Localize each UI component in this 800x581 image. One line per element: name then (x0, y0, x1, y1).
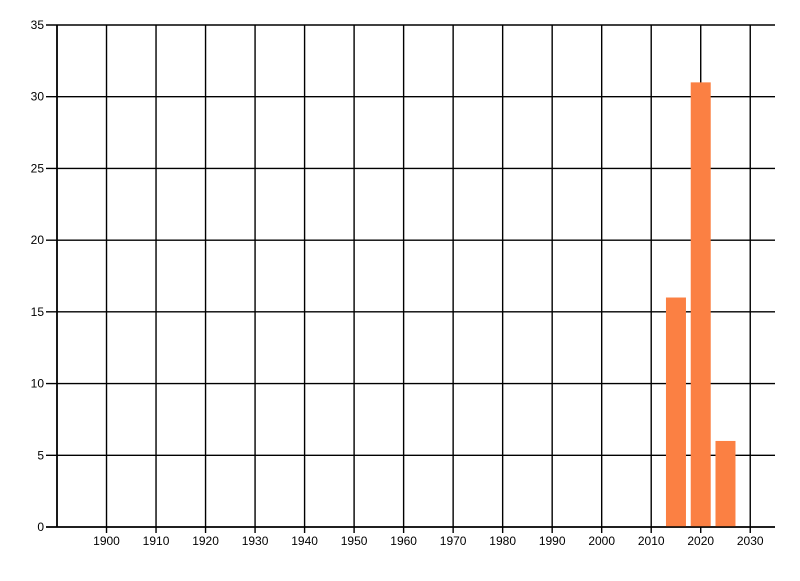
y-axis-tick-label: 15 (31, 305, 45, 319)
x-axis-tick-label: 1980 (489, 534, 516, 548)
y-axis-tick-label: 5 (37, 448, 44, 462)
x-axis-tick-label: 1910 (143, 534, 170, 548)
y-axis-tick-label: 20 (31, 233, 45, 247)
x-axis-tick-label: 1960 (390, 534, 417, 548)
y-axis-tick-label: 30 (31, 90, 45, 104)
x-axis-tick-label: 1930 (242, 534, 269, 548)
x-axis-tick-label: 1920 (192, 534, 219, 548)
y-axis-tick-label: 0 (37, 520, 44, 534)
x-axis-tick-label: 2020 (687, 534, 714, 548)
y-axis-tick-label: 25 (31, 161, 45, 175)
bar (665, 297, 686, 527)
x-axis-tick-label: 1990 (539, 534, 566, 548)
x-axis-tick-label: 1950 (341, 534, 368, 548)
x-axis-tick-label: 2010 (638, 534, 665, 548)
bar (690, 82, 711, 527)
x-axis-tick-label: 1900 (93, 534, 120, 548)
x-axis-tick-label: 2030 (737, 534, 764, 548)
x-axis-tick-label: 1970 (440, 534, 467, 548)
x-axis-tick-label: 2000 (588, 534, 615, 548)
x-axis-tick-label: 1940 (291, 534, 318, 548)
y-axis-tick-label: 10 (31, 377, 45, 391)
y-axis-tick-label: 35 (31, 18, 45, 32)
bar (715, 440, 736, 527)
